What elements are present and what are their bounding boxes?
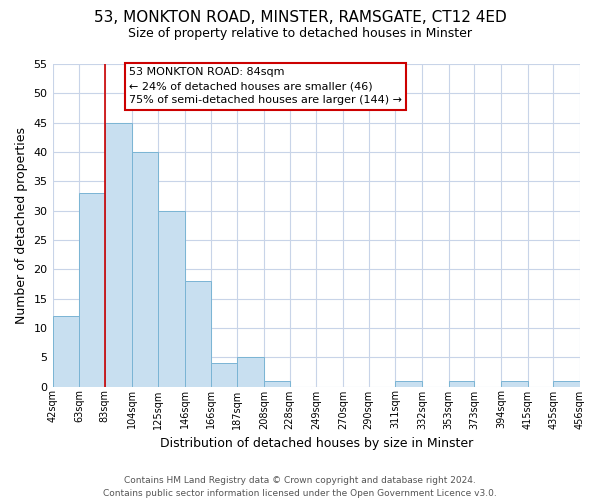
Bar	[553, 380, 580, 386]
Bar	[395, 380, 422, 386]
Bar	[53, 316, 79, 386]
X-axis label: Distribution of detached houses by size in Minster: Distribution of detached houses by size …	[160, 437, 473, 450]
Bar	[449, 380, 474, 386]
Bar	[501, 380, 528, 386]
Bar	[237, 357, 264, 386]
Text: Size of property relative to detached houses in Minster: Size of property relative to detached ho…	[128, 28, 472, 40]
Bar	[211, 363, 237, 386]
Bar	[105, 122, 131, 386]
Text: 53, MONKTON ROAD, MINSTER, RAMSGATE, CT12 4ED: 53, MONKTON ROAD, MINSTER, RAMSGATE, CT1…	[94, 10, 506, 25]
Bar	[185, 281, 211, 386]
Bar	[264, 380, 290, 386]
Bar	[79, 193, 105, 386]
Bar	[131, 152, 158, 386]
Text: Contains HM Land Registry data © Crown copyright and database right 2024.
Contai: Contains HM Land Registry data © Crown c…	[103, 476, 497, 498]
Bar	[158, 210, 185, 386]
Y-axis label: Number of detached properties: Number of detached properties	[15, 127, 28, 324]
Text: 53 MONKTON ROAD: 84sqm
← 24% of detached houses are smaller (46)
75% of semi-det: 53 MONKTON ROAD: 84sqm ← 24% of detached…	[129, 67, 402, 105]
